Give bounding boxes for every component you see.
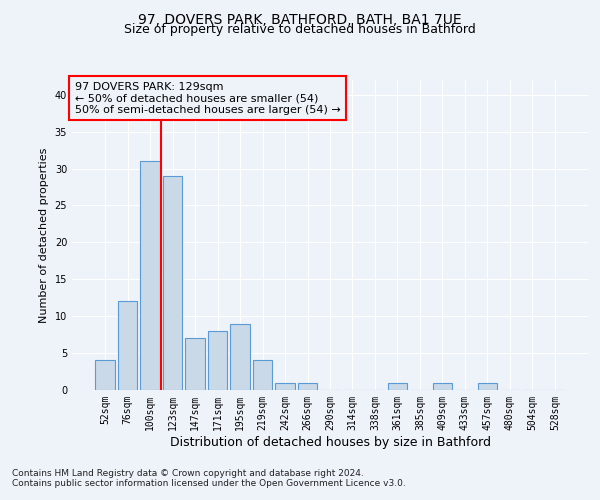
- Bar: [163, 176, 182, 390]
- Text: Contains public sector information licensed under the Open Government Licence v3: Contains public sector information licen…: [12, 478, 406, 488]
- Text: Size of property relative to detached houses in Bathford: Size of property relative to detached ho…: [124, 24, 476, 36]
- Bar: [118, 302, 137, 390]
- Text: Contains HM Land Registry data © Crown copyright and database right 2024.: Contains HM Land Registry data © Crown c…: [12, 468, 364, 477]
- Bar: [275, 382, 295, 390]
- Text: Distribution of detached houses by size in Bathford: Distribution of detached houses by size …: [170, 436, 491, 449]
- Y-axis label: Number of detached properties: Number of detached properties: [39, 148, 49, 322]
- Bar: [253, 360, 272, 390]
- Bar: [140, 161, 160, 390]
- Text: 97, DOVERS PARK, BATHFORD, BATH, BA1 7UE: 97, DOVERS PARK, BATHFORD, BATH, BA1 7UE: [138, 12, 462, 26]
- Bar: [230, 324, 250, 390]
- Bar: [478, 382, 497, 390]
- Bar: [95, 360, 115, 390]
- Text: 97 DOVERS PARK: 129sqm
← 50% of detached houses are smaller (54)
50% of semi-det: 97 DOVERS PARK: 129sqm ← 50% of detached…: [74, 82, 340, 115]
- Bar: [298, 382, 317, 390]
- Bar: [433, 382, 452, 390]
- Bar: [388, 382, 407, 390]
- Bar: [185, 338, 205, 390]
- Bar: [208, 331, 227, 390]
